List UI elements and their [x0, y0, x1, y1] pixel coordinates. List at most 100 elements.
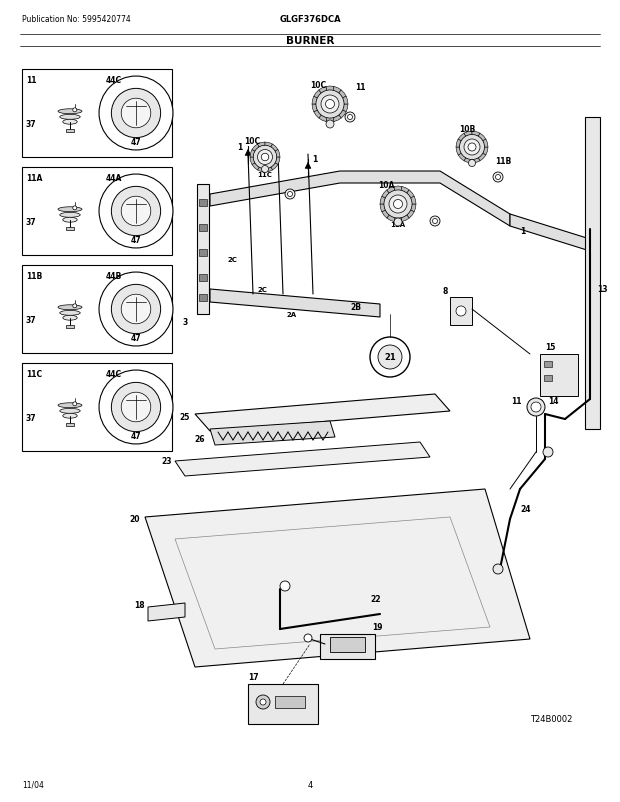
Circle shape [122, 99, 151, 128]
Bar [248, 684, 318, 724]
Bar [66, 130, 74, 133]
Text: 1: 1 [312, 156, 317, 164]
Text: 8: 8 [443, 287, 448, 296]
Circle shape [384, 191, 412, 219]
Polygon shape [387, 216, 395, 222]
Circle shape [531, 403, 541, 412]
Circle shape [430, 217, 440, 227]
Bar [199, 200, 207, 207]
Text: 2C: 2C [227, 257, 237, 263]
Text: 2B: 2B [350, 303, 361, 312]
Text: 19: 19 [372, 622, 383, 631]
Circle shape [347, 115, 353, 120]
Text: 44C: 44C [106, 76, 122, 85]
Text: 13: 13 [597, 286, 608, 294]
Text: 10A: 10A [378, 181, 394, 190]
Polygon shape [382, 211, 389, 219]
Circle shape [288, 192, 293, 197]
Circle shape [261, 154, 268, 161]
Text: 11/04: 11/04 [22, 780, 44, 789]
Text: 11B: 11B [495, 157, 512, 166]
Circle shape [73, 109, 77, 113]
Circle shape [122, 295, 151, 324]
Circle shape [256, 695, 270, 709]
Text: 24: 24 [520, 505, 531, 514]
Circle shape [464, 140, 480, 156]
Circle shape [112, 285, 161, 334]
Circle shape [394, 200, 402, 209]
Text: 2C: 2C [257, 286, 267, 293]
Ellipse shape [58, 208, 82, 213]
Polygon shape [210, 422, 335, 445]
Polygon shape [394, 187, 402, 191]
Text: 37: 37 [26, 218, 37, 227]
Ellipse shape [60, 213, 80, 218]
Circle shape [326, 100, 335, 109]
Circle shape [495, 176, 500, 180]
Circle shape [99, 77, 173, 151]
Polygon shape [145, 489, 530, 667]
Polygon shape [401, 187, 409, 194]
Polygon shape [387, 187, 395, 194]
Text: BURNER: BURNER [286, 36, 334, 46]
Bar [66, 228, 74, 231]
Polygon shape [314, 111, 321, 119]
Text: 1: 1 [520, 227, 525, 237]
Bar [320, 634, 375, 659]
Circle shape [493, 565, 503, 574]
Polygon shape [250, 158, 255, 165]
Bar [199, 225, 207, 232]
Circle shape [73, 305, 77, 309]
Polygon shape [250, 150, 255, 158]
Circle shape [543, 448, 553, 457]
Circle shape [345, 113, 355, 123]
Polygon shape [458, 134, 466, 142]
Circle shape [468, 144, 476, 152]
Text: 44C: 44C [106, 370, 122, 379]
Text: 11A: 11A [26, 174, 42, 183]
Text: 17: 17 [248, 672, 259, 681]
Polygon shape [271, 164, 278, 171]
Polygon shape [148, 603, 185, 622]
Polygon shape [407, 211, 414, 219]
Circle shape [73, 207, 77, 211]
Text: 47: 47 [131, 334, 141, 342]
Text: 3: 3 [183, 318, 188, 327]
Ellipse shape [63, 414, 78, 419]
Text: 11C: 11C [257, 172, 272, 178]
Text: 37: 37 [26, 414, 37, 423]
Circle shape [433, 219, 438, 225]
Text: 21: 21 [384, 353, 396, 362]
Polygon shape [464, 159, 472, 164]
Polygon shape [326, 119, 334, 123]
Text: 23: 23 [161, 457, 172, 466]
Circle shape [326, 121, 334, 129]
Text: 10C: 10C [310, 80, 326, 89]
Polygon shape [478, 154, 486, 162]
Text: T24B0002: T24B0002 [530, 715, 572, 723]
Text: 25: 25 [180, 413, 190, 422]
Polygon shape [275, 158, 280, 165]
Circle shape [99, 273, 173, 346]
Circle shape [73, 403, 77, 407]
Polygon shape [333, 115, 341, 123]
Circle shape [493, 172, 503, 183]
Ellipse shape [63, 218, 78, 223]
Circle shape [304, 634, 312, 642]
Bar [199, 294, 207, 302]
Polygon shape [343, 97, 348, 105]
Polygon shape [478, 134, 486, 142]
Ellipse shape [60, 115, 80, 120]
Polygon shape [456, 148, 461, 156]
Circle shape [254, 146, 277, 169]
Polygon shape [343, 105, 348, 112]
Circle shape [285, 190, 295, 200]
Text: 20: 20 [130, 515, 140, 524]
Bar [197, 184, 209, 314]
Text: 11A: 11A [391, 221, 405, 228]
Ellipse shape [60, 311, 80, 316]
Circle shape [456, 306, 466, 317]
Circle shape [394, 219, 402, 227]
Text: 11B: 11B [26, 272, 42, 281]
Bar [544, 375, 552, 382]
